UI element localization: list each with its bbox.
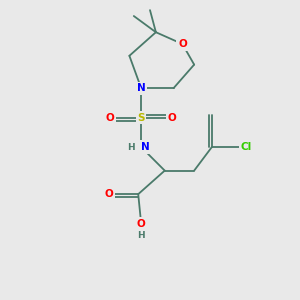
Text: O: O [104,189,113,199]
Text: N: N [141,142,150,152]
Text: N: N [137,83,146,93]
Text: O: O [106,112,115,123]
Text: O: O [178,39,187,49]
Text: O: O [168,112,176,123]
Text: H: H [127,142,135,152]
Text: Cl: Cl [240,142,251,152]
Text: H: H [137,232,145,241]
Text: S: S [137,112,145,123]
Text: O: O [137,219,146,229]
